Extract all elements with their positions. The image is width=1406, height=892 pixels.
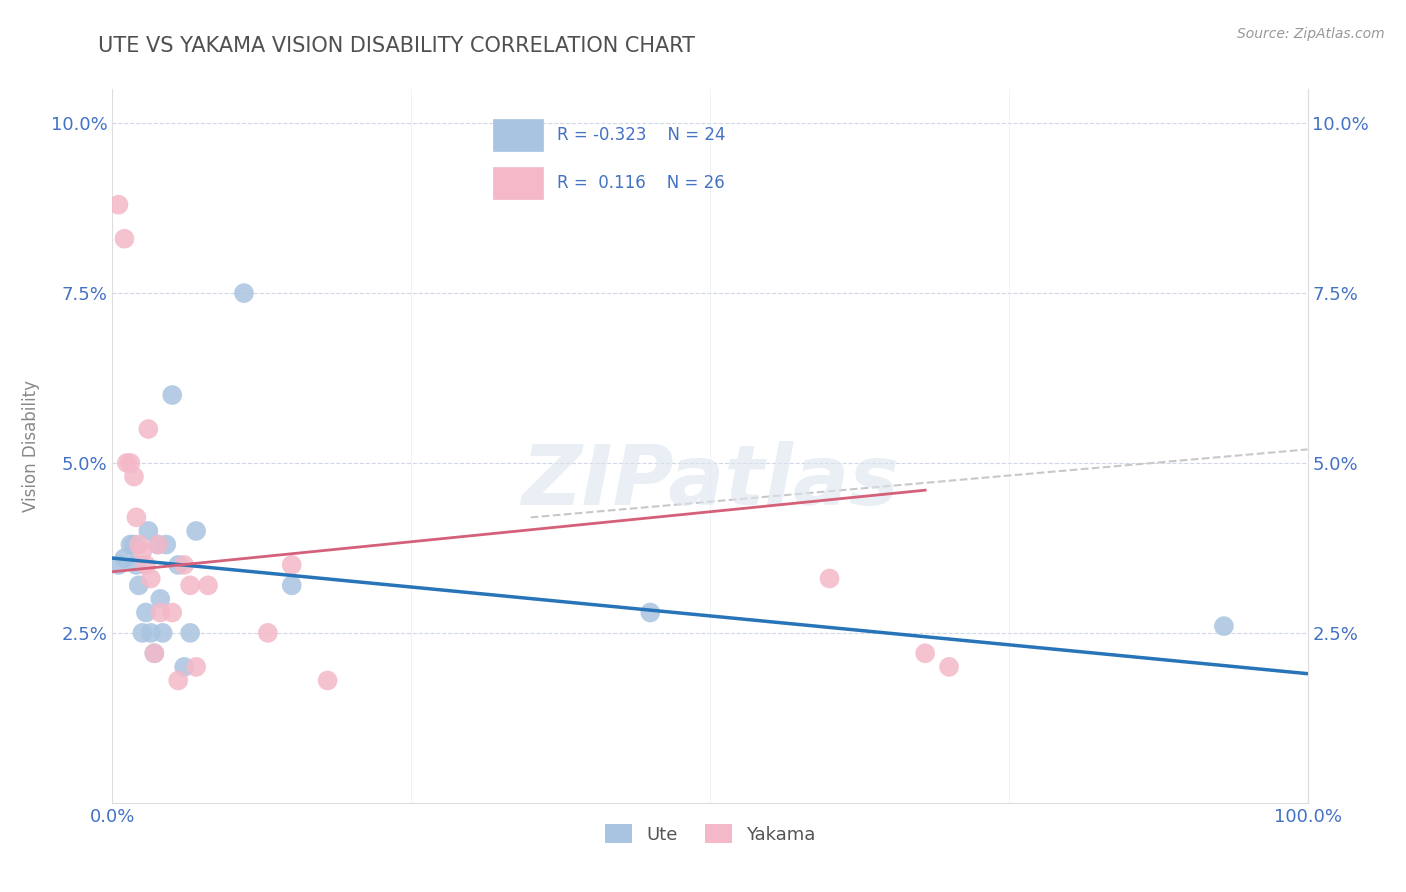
Point bbox=[914, 646, 936, 660]
Point bbox=[281, 578, 304, 592]
Point bbox=[179, 578, 201, 592]
Point bbox=[179, 626, 201, 640]
Point bbox=[316, 673, 339, 688]
Point bbox=[162, 606, 183, 620]
Point bbox=[197, 578, 219, 592]
Text: Source: ZipAtlas.com: Source: ZipAtlas.com bbox=[1237, 27, 1385, 41]
Point bbox=[143, 646, 166, 660]
Legend: Ute, Yakama: Ute, Yakama bbox=[598, 817, 823, 851]
Point bbox=[162, 388, 183, 402]
Point bbox=[938, 660, 960, 674]
Point bbox=[139, 626, 162, 640]
Point bbox=[138, 524, 160, 538]
Point bbox=[131, 626, 153, 640]
Point bbox=[173, 558, 195, 572]
Point bbox=[257, 626, 280, 640]
Point bbox=[135, 558, 157, 572]
Point bbox=[125, 558, 148, 572]
Point bbox=[125, 510, 148, 524]
Point bbox=[281, 558, 304, 572]
Point bbox=[122, 469, 145, 483]
Point bbox=[122, 537, 145, 551]
Point bbox=[107, 198, 129, 212]
Point bbox=[186, 524, 208, 538]
Point bbox=[149, 606, 172, 620]
Point bbox=[128, 537, 150, 551]
Point bbox=[120, 537, 142, 551]
Point bbox=[186, 660, 208, 674]
Point bbox=[143, 646, 166, 660]
Point bbox=[128, 578, 150, 592]
Text: ZIPatlas: ZIPatlas bbox=[522, 442, 898, 522]
Point bbox=[115, 456, 138, 470]
Point bbox=[107, 558, 129, 572]
Point bbox=[173, 660, 195, 674]
Point bbox=[131, 544, 153, 558]
Point bbox=[149, 591, 172, 606]
Point bbox=[146, 537, 169, 551]
Point bbox=[233, 286, 256, 301]
Point bbox=[135, 606, 157, 620]
Point bbox=[152, 626, 174, 640]
Point bbox=[138, 422, 160, 436]
Point bbox=[155, 537, 177, 551]
Point bbox=[139, 572, 162, 586]
Point bbox=[146, 537, 169, 551]
Point bbox=[640, 606, 662, 620]
Y-axis label: Vision Disability: Vision Disability bbox=[21, 380, 39, 512]
Point bbox=[167, 673, 190, 688]
Point bbox=[120, 456, 142, 470]
Text: UTE VS YAKAMA VISION DISABILITY CORRELATION CHART: UTE VS YAKAMA VISION DISABILITY CORRELAT… bbox=[98, 36, 696, 55]
Point bbox=[114, 551, 135, 566]
Point bbox=[818, 572, 841, 586]
Point bbox=[1213, 619, 1236, 633]
Point bbox=[167, 558, 190, 572]
Point bbox=[114, 232, 135, 246]
